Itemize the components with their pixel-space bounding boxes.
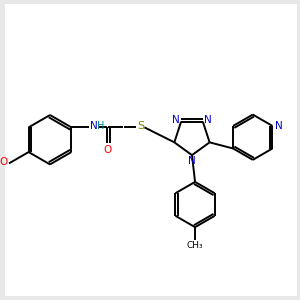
Text: O: O bbox=[0, 157, 8, 167]
Text: O: O bbox=[103, 145, 112, 155]
Text: N: N bbox=[90, 121, 98, 131]
Text: N: N bbox=[172, 115, 180, 124]
Text: H: H bbox=[97, 121, 104, 131]
Text: N: N bbox=[275, 121, 282, 131]
Text: N: N bbox=[204, 115, 212, 124]
Text: S: S bbox=[137, 121, 144, 131]
Text: N: N bbox=[188, 156, 196, 166]
Text: CH₃: CH₃ bbox=[187, 241, 203, 250]
